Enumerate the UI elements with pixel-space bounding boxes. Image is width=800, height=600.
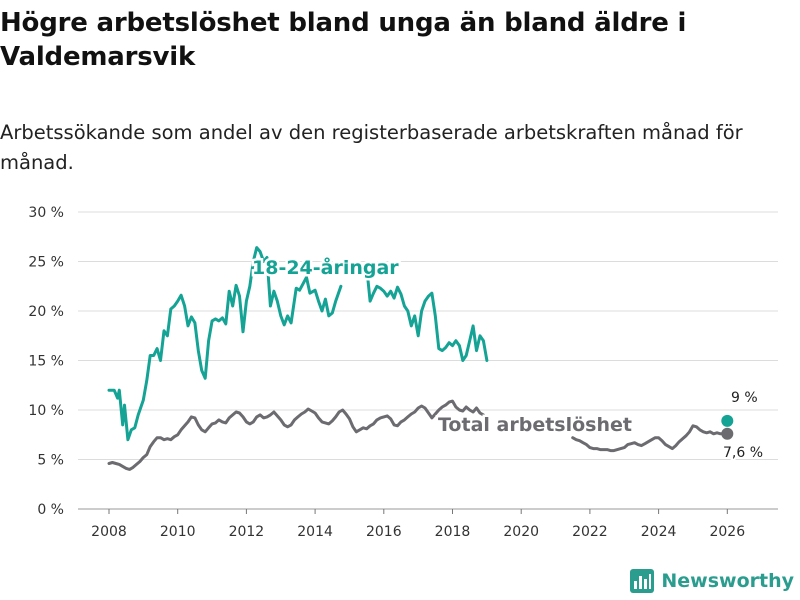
y-tick-label: 5 % xyxy=(37,453,64,469)
chart-title: Högre arbetslöshet bland unga än bland ä… xyxy=(0,8,687,72)
total-series-label: Total arbetslöshet xyxy=(438,414,632,436)
youth-series-line xyxy=(107,246,343,442)
chart-subtitle: Arbetssökande som andel av den registerb… xyxy=(0,121,743,174)
y-tick-label: 0 % xyxy=(37,502,64,518)
series-lines xyxy=(107,246,734,471)
youth-end-point xyxy=(721,414,734,427)
y-tick-label: 10 % xyxy=(28,403,64,419)
gridlines: 0 % 5 % 10 % 15 % 20 % 25 % 30 % xyxy=(28,205,778,518)
series-labels: 18-24-åringar Total arbetslöshet 9 % 7,6 % xyxy=(250,253,766,464)
bar-chart-logo-icon xyxy=(630,569,655,593)
x-tick-label: 2020 xyxy=(503,524,539,540)
x-tick-label: 2016 xyxy=(366,524,402,540)
total-end-point xyxy=(721,427,734,440)
y-tick-label: 20 % xyxy=(28,304,64,320)
x-tick-label: 2008 xyxy=(91,524,127,540)
x-tick-label: 2012 xyxy=(229,524,265,540)
total-end-value: 7,6 % xyxy=(723,445,763,461)
x-tick-label: 2014 xyxy=(297,524,333,540)
brand-name: Newsworthy xyxy=(661,570,794,592)
total-series-line xyxy=(107,399,485,471)
y-tick-label: 15 % xyxy=(28,354,64,370)
youth-series-label: 18-24-åringar xyxy=(252,255,399,279)
x-tick-label: 2010 xyxy=(160,524,196,540)
x-axis: 2008 2010 2012 2014 2016 2018 2020 2022 2024 2026 xyxy=(91,509,745,540)
newsworthy-brand: Newsworthy xyxy=(629,568,794,594)
youth-series-line xyxy=(365,265,489,362)
x-tick-label: 2022 xyxy=(572,524,608,540)
x-tick-label: 2024 xyxy=(641,524,677,540)
x-tick-label: 2026 xyxy=(709,524,745,540)
total-series-line xyxy=(571,424,729,453)
x-tick-label: 2018 xyxy=(435,524,471,540)
youth-end-value: 9 % xyxy=(731,390,758,406)
y-tick-label: 25 % xyxy=(28,255,64,271)
y-tick-label: 30 % xyxy=(28,205,64,221)
